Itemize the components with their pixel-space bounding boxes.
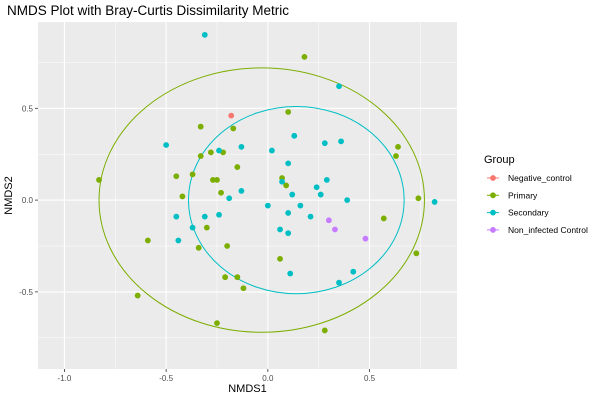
point-non-infected-control: [325, 217, 332, 224]
legend-label-primary: Primary: [508, 190, 538, 200]
point-secondary: [201, 31, 208, 38]
point-secondary: [163, 142, 170, 148]
point-secondary: [321, 140, 328, 147]
point-primary: [283, 182, 290, 189]
point-secondary: [264, 202, 271, 209]
point-primary: [203, 224, 210, 231]
x-axis-title: NMDS1: [228, 383, 267, 395]
ellipse-primary: [98, 67, 425, 333]
point-secondary: [350, 268, 357, 275]
point-secondary: [269, 147, 275, 154]
axis-ticks: -1.0 -0.5 0.0 0.5 -0.5 0.0 0.5: [19, 104, 375, 383]
point-secondary: [317, 191, 324, 198]
major-gridlines: [38, 22, 457, 369]
point-secondary: [216, 147, 222, 154]
point-primary: [395, 143, 401, 150]
point-primary: [277, 255, 283, 262]
point-secondary: [338, 138, 344, 145]
point-primary: [179, 193, 186, 200]
point-primary: [321, 327, 328, 334]
point-secondary: [285, 230, 292, 237]
point-primary: [210, 176, 216, 183]
point-secondary: [289, 191, 296, 198]
point-secondary: [336, 83, 342, 90]
point-primary: [234, 164, 241, 170]
ellipse-secondary: [188, 105, 405, 295]
legend-label-secondary: Secondary: [508, 208, 549, 218]
point-secondary: [287, 270, 294, 277]
point-non-infected-control: [332, 226, 338, 233]
point-primary: [234, 274, 241, 281]
point-primary: [413, 250, 420, 257]
point-primary: [224, 243, 231, 249]
point-primary: [214, 320, 220, 327]
point-primary: [222, 274, 229, 281]
point-secondary: [238, 143, 245, 150]
point-secondary: [238, 188, 245, 194]
point-primary: [218, 189, 224, 196]
point-secondary: [336, 279, 342, 286]
point-primary: [301, 53, 308, 60]
point-secondary: [175, 237, 182, 244]
plot-panel: [38, 22, 457, 369]
point-secondary: [431, 199, 438, 205]
point-primary: [380, 215, 387, 222]
minor-gridlines: [38, 22, 457, 369]
point-primary: [134, 292, 141, 299]
point-secondary: [285, 210, 292, 216]
point-primary: [173, 173, 180, 180]
point-non-infected-control: [362, 235, 369, 242]
point-secondary: [285, 160, 292, 167]
point-primary: [197, 153, 204, 159]
point-secondary: [307, 213, 314, 220]
point-secondary: [297, 202, 304, 209]
point-secondary: [279, 178, 285, 185]
y-axis-title: NMDS2: [3, 176, 15, 215]
point-secondary: [344, 197, 351, 203]
point-secondary: [323, 176, 330, 183]
x-tick-label: -1.0: [58, 374, 72, 383]
point-secondary: [173, 213, 180, 220]
point-primary: [230, 125, 237, 132]
data-points: [96, 31, 438, 334]
y-tick-label: 0.0: [22, 196, 34, 205]
legend-title: Group: [484, 154, 515, 166]
y-tick-label: -0.5: [19, 288, 33, 297]
legend-key-point-secondary: [490, 209, 496, 216]
point-secondary: [226, 195, 233, 202]
point-primary: [189, 171, 196, 178]
point-primary: [195, 244, 202, 251]
legend-label-non-infected-control: Non_infected Control: [508, 225, 588, 235]
x-tick-label: 0.5: [364, 374, 376, 383]
x-tick-label: -0.5: [159, 374, 173, 383]
point-secondary: [189, 224, 196, 231]
point-negative-control: [228, 112, 235, 119]
point-primary: [240, 285, 247, 292]
point-primary: [207, 149, 214, 156]
y-tick-label: 0.5: [22, 104, 34, 113]
legend-key-point-non-infected-control: [490, 227, 496, 233]
point-primary: [415, 195, 422, 202]
point-secondary: [277, 226, 283, 233]
x-tick-label: 0.0: [262, 374, 274, 383]
legend-key-point-negative-control: [490, 175, 496, 181]
chart-title: NMDS Plot with Bray-Curtis Dissimilarity…: [7, 3, 289, 18]
point-primary: [214, 176, 220, 183]
point-secondary: [291, 132, 298, 139]
legend-label-negative-control: Negative_control: [508, 173, 572, 183]
point-primary: [393, 153, 399, 159]
point-secondary: [313, 184, 320, 191]
point-secondary: [201, 213, 208, 220]
point-primary: [96, 176, 102, 183]
point-primary: [285, 109, 292, 115]
point-primary: [197, 123, 204, 130]
point-secondary: [216, 211, 222, 218]
legend-key-point-primary: [490, 192, 496, 199]
legend: Group Negative_control Primary Secondary No…: [484, 154, 588, 235]
confidence-ellipses: [98, 67, 425, 333]
point-primary: [144, 237, 151, 244]
